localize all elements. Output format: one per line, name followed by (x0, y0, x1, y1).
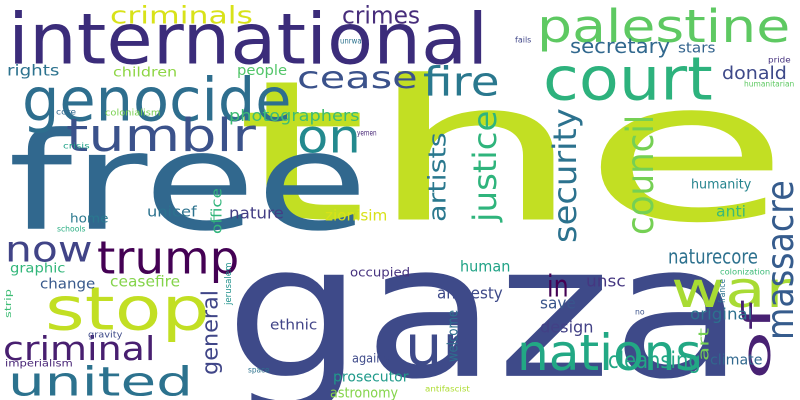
word-stop: stop (45, 274, 210, 345)
word-cease: cease (297, 61, 418, 96)
word-children: children (113, 64, 178, 81)
word-palestine: palestine (537, 1, 791, 54)
word-no: no (635, 307, 645, 317)
word-criminal: criminal (3, 330, 156, 369)
word-jerusalem: jerusalem (223, 262, 235, 305)
word-ethnic: ethnic (270, 316, 318, 334)
word-colonization: colonization (720, 267, 771, 277)
word-photographers: photographers (229, 105, 360, 126)
word-fails: fails (515, 35, 532, 45)
word-schools: schools (57, 224, 86, 234)
word-unicef: unicef (147, 203, 197, 221)
word-justice: justice (466, 110, 504, 222)
word-unsc: unsc (586, 272, 626, 292)
word-graphic: graphic (10, 260, 66, 277)
word-strip: strip (3, 289, 15, 318)
word-home: home (70, 212, 109, 226)
word-crimes: crimes (342, 2, 421, 30)
word-rights: rights (7, 62, 60, 81)
word-war: war (671, 260, 793, 320)
word-gravity: gravity (88, 329, 123, 340)
word-antifascist: antifascist (425, 384, 470, 394)
word-unrwa: unrwa (340, 36, 362, 46)
word-crisis: crisis (63, 141, 90, 151)
word-astronomy: astronomy (330, 384, 399, 400)
word-humanity: humanity (691, 176, 752, 193)
word-general: general (196, 289, 224, 375)
word-cleansing: cleansing (608, 347, 701, 375)
word-genocide: genocide (22, 64, 292, 135)
word-france: france (717, 278, 729, 303)
word-council: council (619, 114, 663, 235)
word-amnesty: amnesty (437, 284, 503, 304)
word-original: original (690, 305, 753, 325)
word-massacre: massacre (759, 180, 800, 340)
word-nations: nations (517, 323, 702, 383)
word-united: united (8, 358, 193, 400)
word-imperialism: imperialism (5, 357, 73, 369)
word-occupied: occupied (350, 266, 411, 280)
word-office: office (208, 188, 226, 234)
word-welcome: welcome (444, 309, 462, 362)
word-anti: anti (716, 202, 746, 221)
word-yemen: yemen (357, 128, 377, 138)
word-criminals: criminals (110, 2, 253, 30)
word-the: the (235, 38, 791, 266)
word-naturecore: naturecore (668, 245, 758, 270)
word-colonialism: colonialism (105, 107, 161, 118)
word-free: free (8, 103, 369, 261)
word-security: security (546, 108, 584, 243)
word-artists: artists (424, 132, 453, 222)
word-space: space (248, 365, 270, 375)
word-on: on (297, 110, 361, 164)
word-in: in (547, 268, 569, 305)
word-tumblr: tumblr (66, 110, 256, 163)
word-prosecutor: prosecutor (333, 368, 409, 386)
word-secretary: secretary (570, 34, 670, 58)
word-ceasefire: ceasefire (110, 273, 181, 292)
word-core: core (56, 107, 76, 117)
word-stars: stars (678, 39, 716, 57)
word-design: design (540, 318, 594, 338)
word-zionisim: zionisim (325, 207, 388, 226)
word-climate: climate (710, 351, 763, 369)
word-pride: pride (768, 55, 791, 65)
word-gaza: gaza (225, 204, 745, 400)
word-human: human (460, 258, 511, 277)
word-fire: fire (423, 58, 500, 105)
word-trump: trump (97, 232, 240, 285)
word-court: court (543, 44, 713, 115)
word-nature: nature (229, 204, 284, 224)
word-change: change (40, 275, 96, 293)
word-un: un (405, 313, 480, 378)
word-now: now (5, 229, 93, 271)
word-people: people (237, 62, 288, 80)
word-against: against (352, 352, 394, 366)
word-international: international (8, 0, 489, 81)
word-save: save (540, 294, 576, 314)
word-donald: donald (722, 62, 787, 85)
word-humanitarian: humanitarian (744, 79, 795, 89)
